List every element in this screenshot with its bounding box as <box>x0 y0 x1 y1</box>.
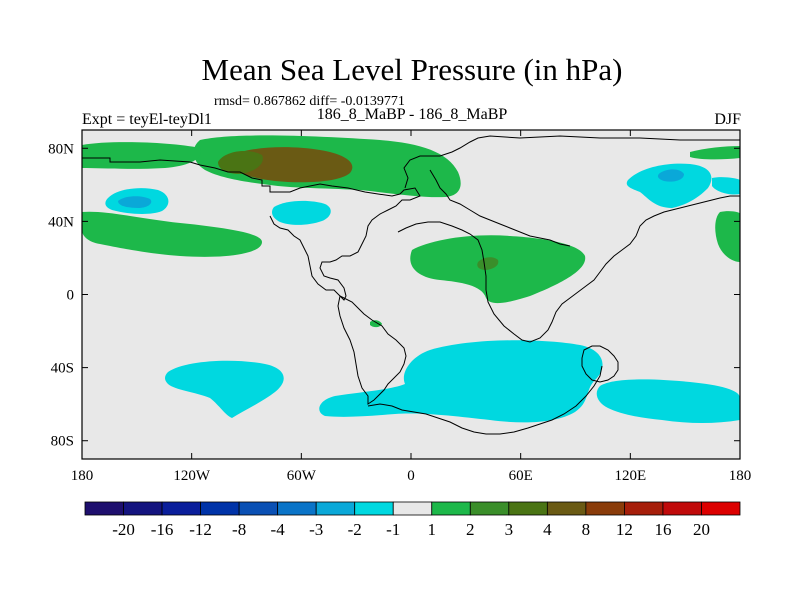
map-plot-area <box>82 130 740 459</box>
coastlines <box>82 135 740 435</box>
coastline-north-america <box>82 157 421 301</box>
colorbar-box <box>701 501 741 516</box>
coastline-greenland <box>403 135 740 189</box>
colorbar-label: -20 <box>112 520 135 539</box>
x-tick-label: 180 <box>71 468 94 484</box>
colorbar-box <box>585 501 625 516</box>
region-north-pacific-positive <box>82 211 262 257</box>
colorbar-label: 12 <box>616 520 633 539</box>
region-siberia-low-core <box>657 169 684 182</box>
region-south-indian-low <box>596 379 740 423</box>
colorbar-label: -3 <box>309 520 323 539</box>
colorbar-box <box>662 501 702 516</box>
region-asia-high <box>410 235 586 304</box>
y-tick-label: 40N <box>48 214 74 230</box>
colorbar-label: 1 <box>428 520 437 539</box>
colorbar-box <box>392 501 433 516</box>
colorbar-label: 16 <box>654 520 671 539</box>
region-pacific-east-high <box>715 211 740 262</box>
axes: 180 120W 60W 0 60E 120E 180 80N 40N 0 40S 80S <box>48 130 751 484</box>
experiment-label: Expt = teyEl-teyDl1 <box>82 111 212 128</box>
colorbar-box <box>238 501 279 516</box>
colorbar-label: -8 <box>232 520 246 539</box>
colorbar-label: -1 <box>386 520 400 539</box>
colorbar-label: 20 <box>693 520 710 539</box>
region-atlantic-low <box>272 200 331 225</box>
colorbar-label: -2 <box>348 520 362 539</box>
coastline-antarctica <box>367 365 603 435</box>
season-label: DJF <box>714 111 741 128</box>
region-arctic-high-east <box>690 146 740 160</box>
y-tick-label: 0 <box>67 288 75 304</box>
colorbar-box <box>354 501 394 516</box>
coastline-africa-eurasia <box>397 195 740 343</box>
colorbar: -20 -16 -12 -8 -4 -3 -2 -1 1 2 3 4 8 12 16 20 <box>84 501 741 539</box>
x-tick-label: 120E <box>614 468 646 484</box>
y-tick-label: 40S <box>51 361 74 377</box>
colorbar-label: -4 <box>271 520 286 539</box>
region-north-atlantic-core-inner <box>218 150 263 174</box>
region-north-pacific-low-core <box>118 196 152 208</box>
region-siberia-low <box>626 163 712 208</box>
region-asia-high-core <box>477 257 499 270</box>
colorbar-label: 2 <box>466 520 475 539</box>
region-south-pacific-low <box>165 360 284 418</box>
colorbar-box <box>469 501 510 516</box>
chart-subtitle: 186_8_MaBP - 186_8_MaBP <box>316 106 508 123</box>
colorbar-box <box>431 501 471 516</box>
region-north-atlantic-high-west <box>82 142 201 169</box>
colorbar-box <box>277 501 317 516</box>
colorbar-box <box>508 501 548 516</box>
colorbar-box <box>161 501 201 516</box>
colorbar-box <box>200 501 240 516</box>
chart-title: Mean Sea Level Pressure (in hPa) <box>201 52 623 87</box>
colorbar-label: -16 <box>151 520 174 539</box>
coastline-europe <box>429 169 571 247</box>
x-tick-label: 60E <box>509 468 533 484</box>
colorbar-box <box>315 501 356 516</box>
region-small-positive <box>370 320 382 328</box>
coastline-south-america <box>337 295 407 405</box>
colorbar-box <box>84 501 124 516</box>
colorbar-box <box>624 501 664 516</box>
x-tick-label: 180 <box>729 468 752 484</box>
x-tick-label: 60W <box>287 468 317 484</box>
colorbar-label: 4 <box>543 520 552 539</box>
coastline-australia <box>581 345 619 383</box>
region-siberia-low-east <box>712 177 740 195</box>
colorbar-box <box>123 501 163 516</box>
stats-line: rmsd= 0.867862 diff= -0.0139771 <box>214 94 405 109</box>
colorbar-label: 3 <box>505 520 514 539</box>
x-tick-label: 0 <box>407 468 415 484</box>
colorbar-box <box>546 501 587 516</box>
colorbar-label: 8 <box>582 520 591 539</box>
y-tick-label: 80S <box>51 434 74 450</box>
colorbar-label: -12 <box>189 520 212 539</box>
y-tick-label: 80N <box>48 141 74 157</box>
region-south-atlantic-low <box>319 340 603 423</box>
x-tick-label: 120W <box>173 468 211 484</box>
